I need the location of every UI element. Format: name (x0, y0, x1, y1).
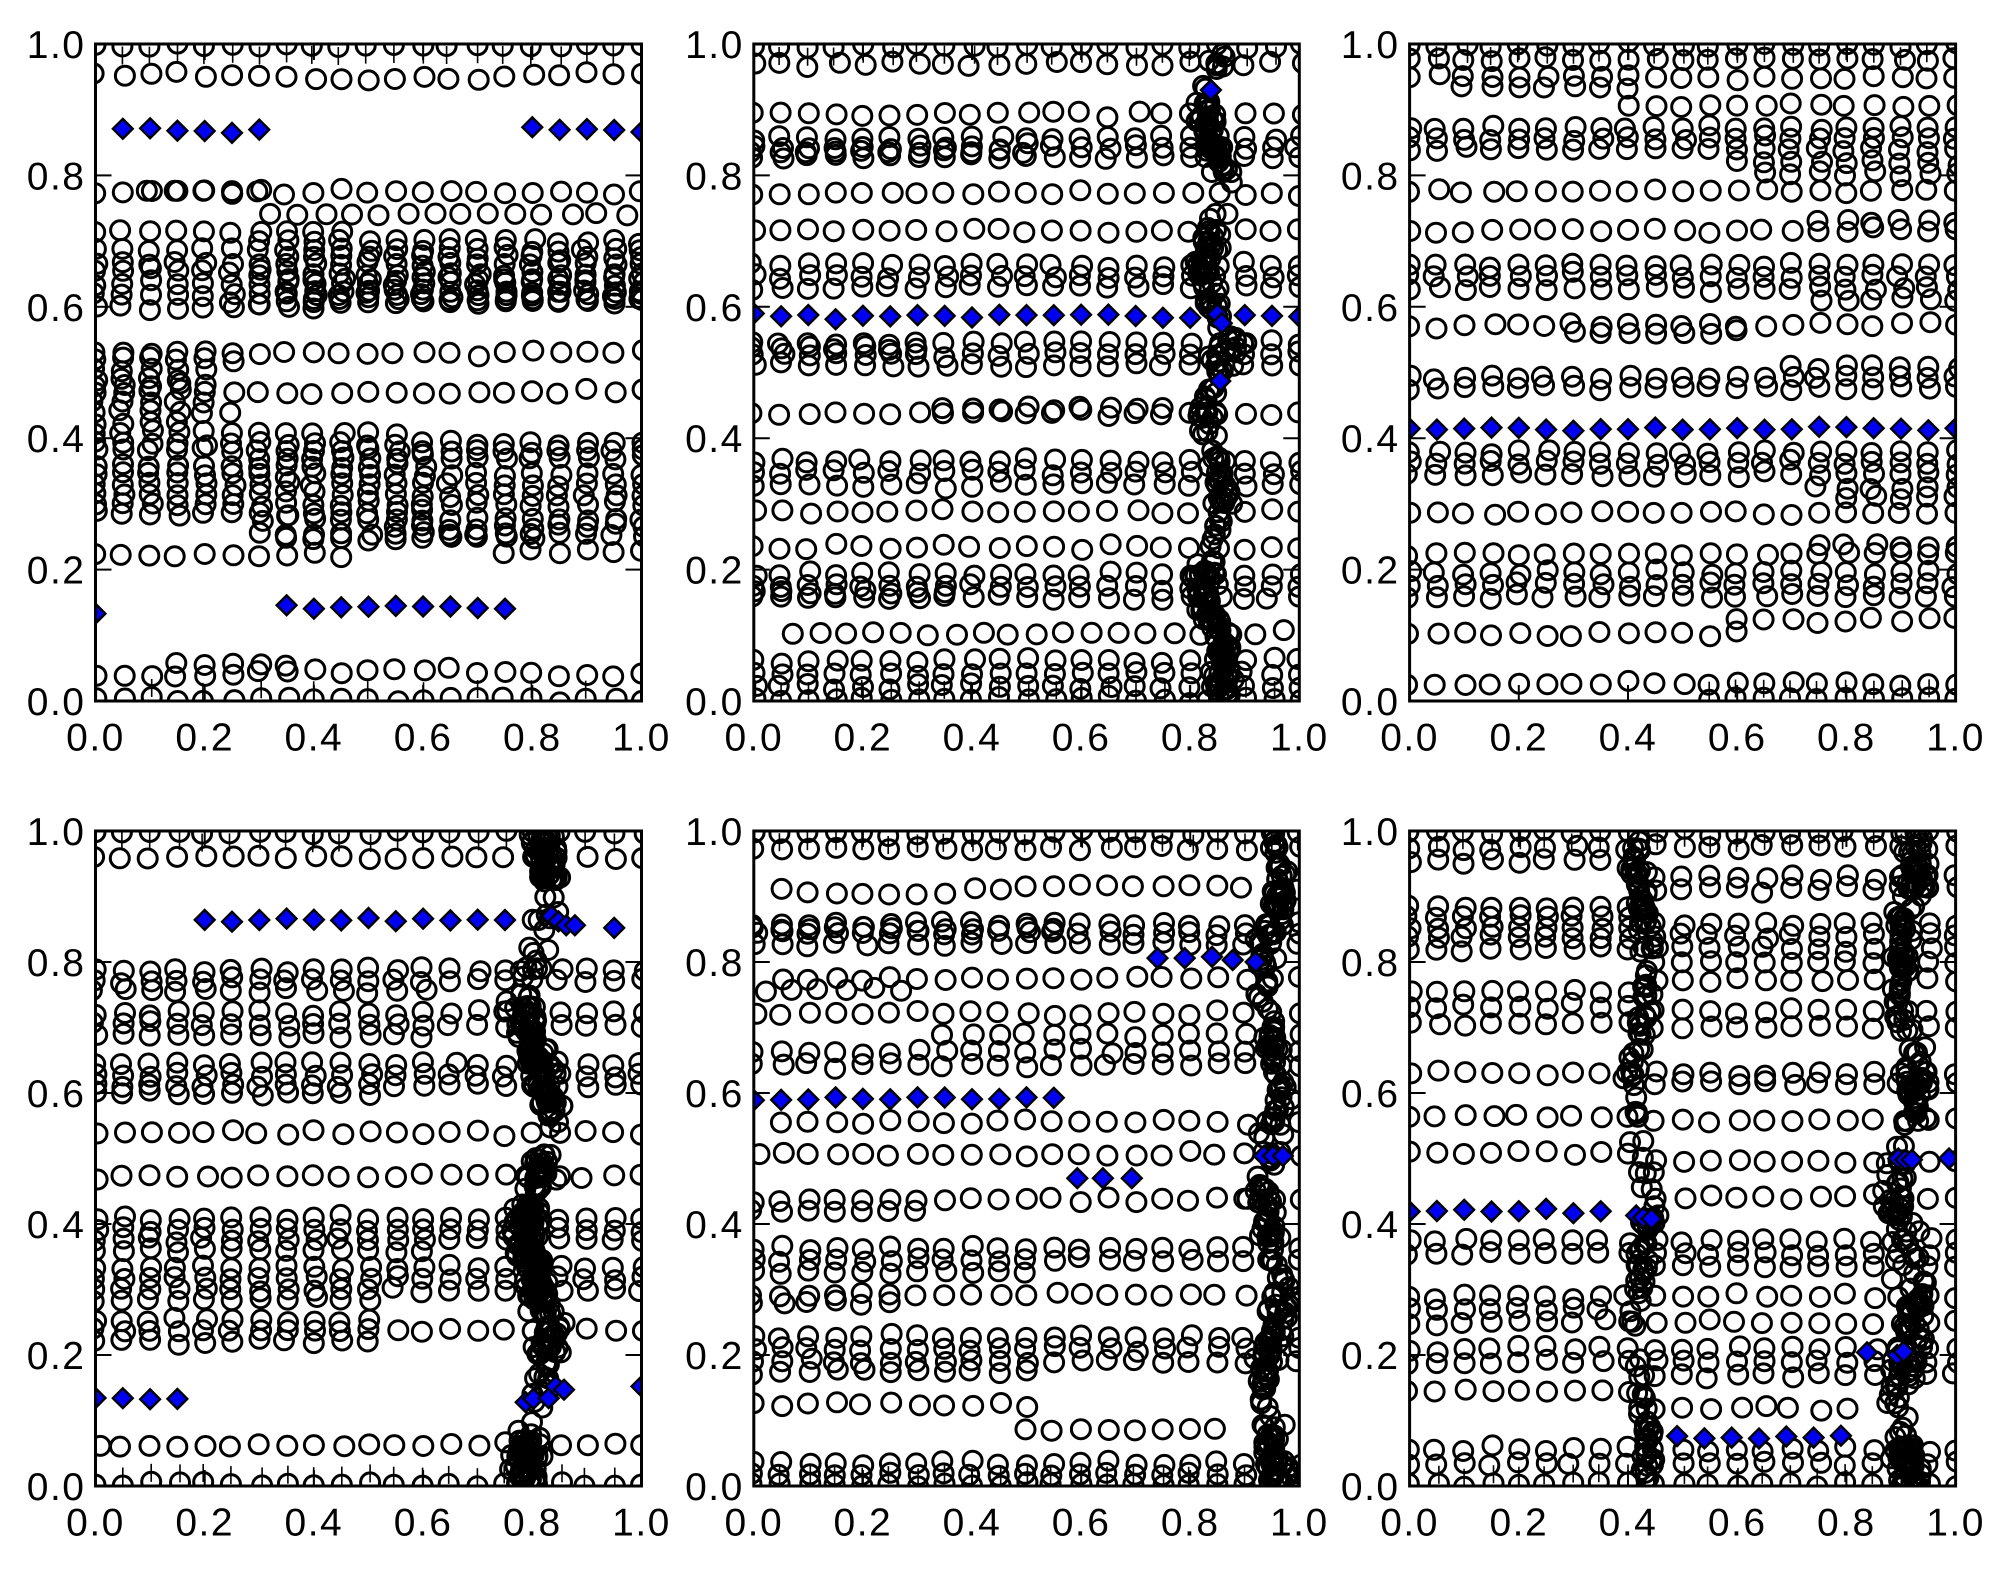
svg-text:0.4: 0.4 (1599, 717, 1658, 760)
svg-text:0.0: 0.0 (27, 1466, 86, 1509)
svg-text:0.2: 0.2 (685, 1335, 744, 1378)
svg-text:1.0: 1.0 (1270, 717, 1329, 760)
svg-text:0.4: 0.4 (285, 717, 344, 760)
svg-text:0.4: 0.4 (27, 418, 86, 461)
svg-text:0.0: 0.0 (1341, 681, 1400, 724)
svg-text:0.4: 0.4 (285, 1502, 344, 1545)
svg-text:0.0: 0.0 (27, 681, 86, 724)
svg-text:0.4: 0.4 (685, 1204, 744, 1247)
svg-text:0.6: 0.6 (27, 287, 86, 330)
svg-text:0.0: 0.0 (1380, 717, 1439, 760)
svg-text:0.8: 0.8 (1817, 1502, 1876, 1545)
svg-text:0.6: 0.6 (1052, 1502, 1111, 1545)
svg-text:0.6: 0.6 (27, 1073, 86, 1116)
svg-text:0.4: 0.4 (1341, 1204, 1400, 1247)
svg-text:1.0: 1.0 (27, 24, 86, 67)
svg-text:0.2: 0.2 (27, 1335, 86, 1378)
svg-text:1.0: 1.0 (1341, 811, 1400, 854)
svg-text:0.0: 0.0 (685, 1466, 744, 1509)
svg-text:0.2: 0.2 (1489, 1502, 1548, 1545)
svg-text:1.0: 1.0 (1270, 1502, 1329, 1545)
svg-text:0.2: 0.2 (685, 550, 744, 593)
svg-text:0.0: 0.0 (66, 717, 125, 760)
svg-text:0.2: 0.2 (834, 1502, 893, 1545)
svg-text:1.0: 1.0 (1926, 717, 1985, 760)
svg-text:0.8: 0.8 (1341, 942, 1400, 985)
svg-text:0.8: 0.8 (685, 155, 744, 198)
svg-text:1.0: 1.0 (1341, 24, 1400, 67)
svg-text:0.8: 0.8 (503, 717, 562, 760)
svg-text:0.8: 0.8 (1341, 155, 1400, 198)
svg-text:1.0: 1.0 (612, 1502, 671, 1545)
svg-text:0.8: 0.8 (1817, 717, 1876, 760)
svg-text:0.2: 0.2 (834, 717, 893, 760)
svg-text:0.2: 0.2 (27, 550, 86, 593)
svg-text:0.8: 0.8 (685, 942, 744, 985)
svg-text:0.0: 0.0 (1341, 1466, 1400, 1509)
svg-text:0.6: 0.6 (1341, 287, 1400, 330)
svg-text:0.2: 0.2 (175, 1502, 234, 1545)
svg-text:0.6: 0.6 (1052, 717, 1111, 760)
svg-text:0.6: 0.6 (1341, 1073, 1400, 1116)
svg-text:0.6: 0.6 (1708, 1502, 1767, 1545)
svg-text:0.2: 0.2 (1341, 550, 1400, 593)
svg-text:1.0: 1.0 (1926, 1502, 1985, 1545)
svg-text:0.4: 0.4 (1341, 418, 1400, 461)
svg-text:0.2: 0.2 (175, 717, 234, 760)
svg-text:1.0: 1.0 (612, 717, 671, 760)
svg-text:0.6: 0.6 (394, 717, 453, 760)
svg-text:1.0: 1.0 (685, 811, 744, 854)
svg-text:0.4: 0.4 (943, 717, 1002, 760)
svg-text:0.8: 0.8 (503, 1502, 562, 1545)
svg-text:0.4: 0.4 (685, 418, 744, 461)
svg-text:1.0: 1.0 (27, 811, 86, 854)
svg-text:0.4: 0.4 (1599, 1502, 1658, 1545)
svg-text:0.0: 0.0 (724, 717, 783, 760)
svg-text:0.4: 0.4 (943, 1502, 1002, 1545)
svg-text:0.8: 0.8 (27, 942, 86, 985)
svg-text:0.8: 0.8 (1161, 1502, 1220, 1545)
svg-text:0.0: 0.0 (685, 681, 744, 724)
svg-text:0.6: 0.6 (685, 1073, 744, 1116)
svg-text:0.8: 0.8 (1161, 717, 1220, 760)
svg-text:0.6: 0.6 (394, 1502, 453, 1545)
svg-text:0.2: 0.2 (1489, 717, 1548, 760)
svg-text:0.0: 0.0 (66, 1502, 125, 1545)
svg-text:0.8: 0.8 (27, 155, 86, 198)
svg-text:0.4: 0.4 (27, 1204, 86, 1247)
svg-text:1.0: 1.0 (685, 24, 744, 67)
svg-text:0.6: 0.6 (1708, 717, 1767, 760)
svg-text:0.6: 0.6 (685, 287, 744, 330)
svg-text:0.0: 0.0 (1380, 1502, 1439, 1545)
svg-text:0.2: 0.2 (1341, 1335, 1400, 1378)
svg-text:0.0: 0.0 (724, 1502, 783, 1545)
